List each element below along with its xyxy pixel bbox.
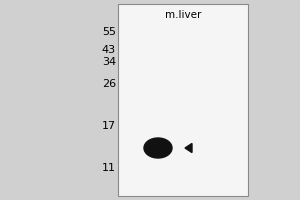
Text: 17: 17 — [102, 121, 116, 131]
Ellipse shape — [144, 138, 172, 158]
Polygon shape — [185, 143, 192, 153]
Text: 26: 26 — [102, 79, 116, 89]
Bar — [118, 4, 248, 196]
Text: 34: 34 — [102, 57, 116, 67]
Text: m.liver: m.liver — [165, 10, 201, 20]
Text: 55: 55 — [102, 27, 116, 37]
Text: 11: 11 — [102, 163, 116, 173]
Text: 43: 43 — [102, 45, 116, 55]
